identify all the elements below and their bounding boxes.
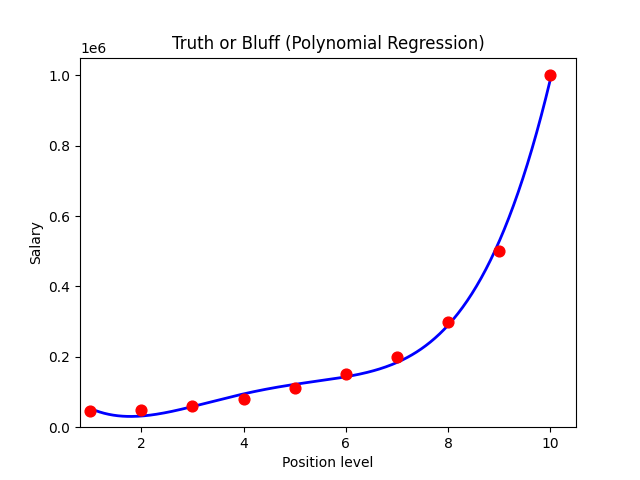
Point	[443, 318, 453, 325]
Point	[136, 406, 147, 413]
Y-axis label: Salary: Salary	[29, 220, 43, 264]
Point	[85, 408, 95, 415]
Point	[290, 384, 300, 392]
Point	[340, 371, 351, 378]
X-axis label: Position level: Position level	[282, 456, 374, 470]
Point	[392, 353, 402, 360]
Point	[545, 72, 556, 79]
Point	[239, 395, 249, 403]
Title: Truth or Bluff (Polynomial Regression): Truth or Bluff (Polynomial Regression)	[172, 35, 484, 53]
Point	[494, 247, 504, 255]
Point	[188, 402, 198, 410]
